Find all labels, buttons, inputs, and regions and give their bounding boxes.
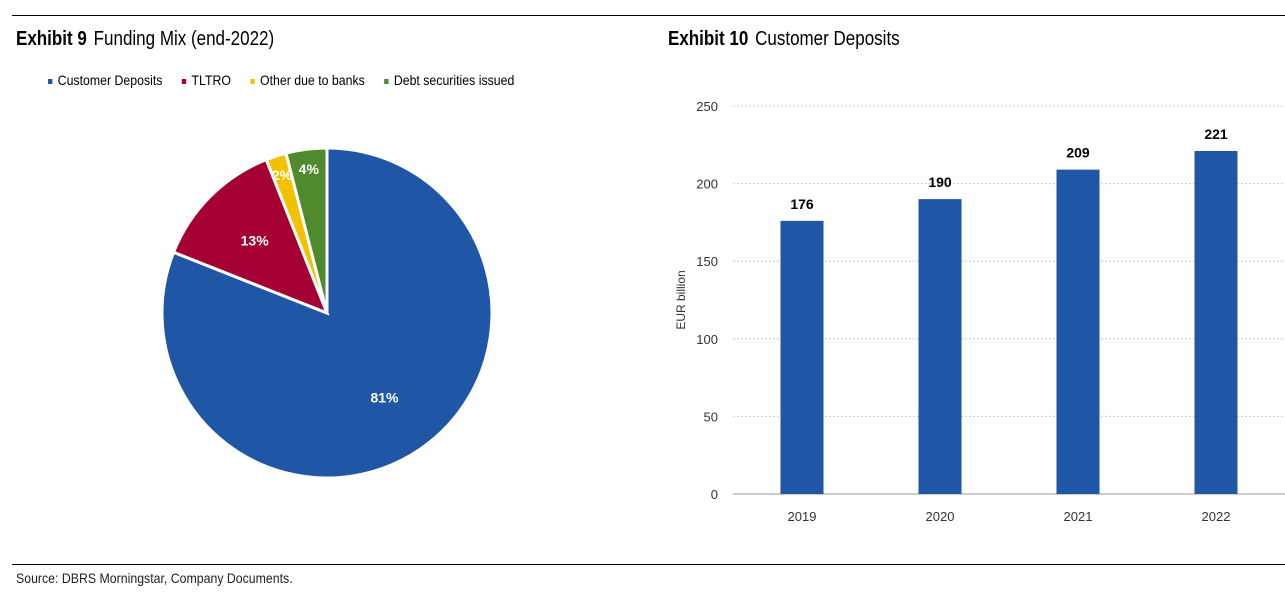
bar	[780, 220, 824, 494]
exhibit-number: Exhibit 10	[668, 28, 749, 50]
bar-value-label: 176	[790, 196, 814, 212]
y-tick-label: 50	[704, 409, 718, 424]
bar-value-label: 190	[928, 174, 952, 190]
pie-legend: Customer Deposits TLTRO Other due to banks…	[48, 72, 514, 88]
pie-slice	[284, 146, 329, 314]
legend-swatch	[48, 78, 53, 84]
legend-item: Customer Deposits	[48, 72, 162, 88]
bar-value-label: 209	[1066, 145, 1090, 161]
y-tick-label: 250	[696, 99, 718, 114]
x-tick-label: 2021	[1064, 509, 1093, 524]
y-tick-label: 0	[711, 487, 718, 502]
bar	[918, 199, 962, 494]
bar-value-label: 221	[1204, 126, 1228, 142]
legend-item: Debt securities issued	[384, 72, 514, 88]
slice-label: 4%	[299, 161, 320, 177]
x-tick-label: 2022	[1202, 509, 1231, 524]
legend-label: Other due to banks	[259, 72, 365, 88]
pie-slice	[160, 146, 494, 480]
legend-swatch	[181, 78, 187, 84]
exhibit-10-title: Exhibit 10 Customer Deposits	[668, 28, 900, 51]
exhibit-number: Exhibit 9	[16, 28, 87, 50]
x-tick-label: 2019	[788, 509, 817, 524]
x-tick-label: 2020	[926, 509, 955, 524]
legend-label: Customer Deposits	[57, 72, 163, 88]
source-note: Source: DBRS Morningstar, Company Docume…	[16, 570, 293, 586]
legend-label: TLTRO	[191, 72, 231, 88]
chart-title: Customer Deposits	[755, 28, 900, 50]
slice-label: 2%	[272, 167, 293, 183]
bottom-rule	[12, 564, 1285, 565]
top-rule	[12, 15, 1285, 16]
y-axis-label: EUR billion	[674, 270, 688, 329]
pie-slice	[171, 157, 330, 316]
slice-label: 81%	[370, 390, 399, 406]
y-tick-label: 100	[696, 332, 718, 347]
legend-item: Other due to banks	[250, 72, 365, 88]
slice-label: 13%	[241, 233, 270, 249]
legend-label: Debt securities issued	[393, 72, 515, 88]
exhibit-9-title: Exhibit 9 Funding Mix (end-2022)	[16, 28, 274, 51]
bar	[1194, 151, 1238, 494]
chart-title: Funding Mix (end-2022)	[93, 28, 275, 50]
y-tick-label: 200	[696, 177, 718, 192]
legend-item: TLTRO	[181, 72, 231, 88]
legend-swatch	[384, 78, 389, 84]
bar	[1056, 169, 1100, 494]
legend-swatch	[250, 78, 255, 84]
y-tick-label: 150	[696, 254, 718, 269]
